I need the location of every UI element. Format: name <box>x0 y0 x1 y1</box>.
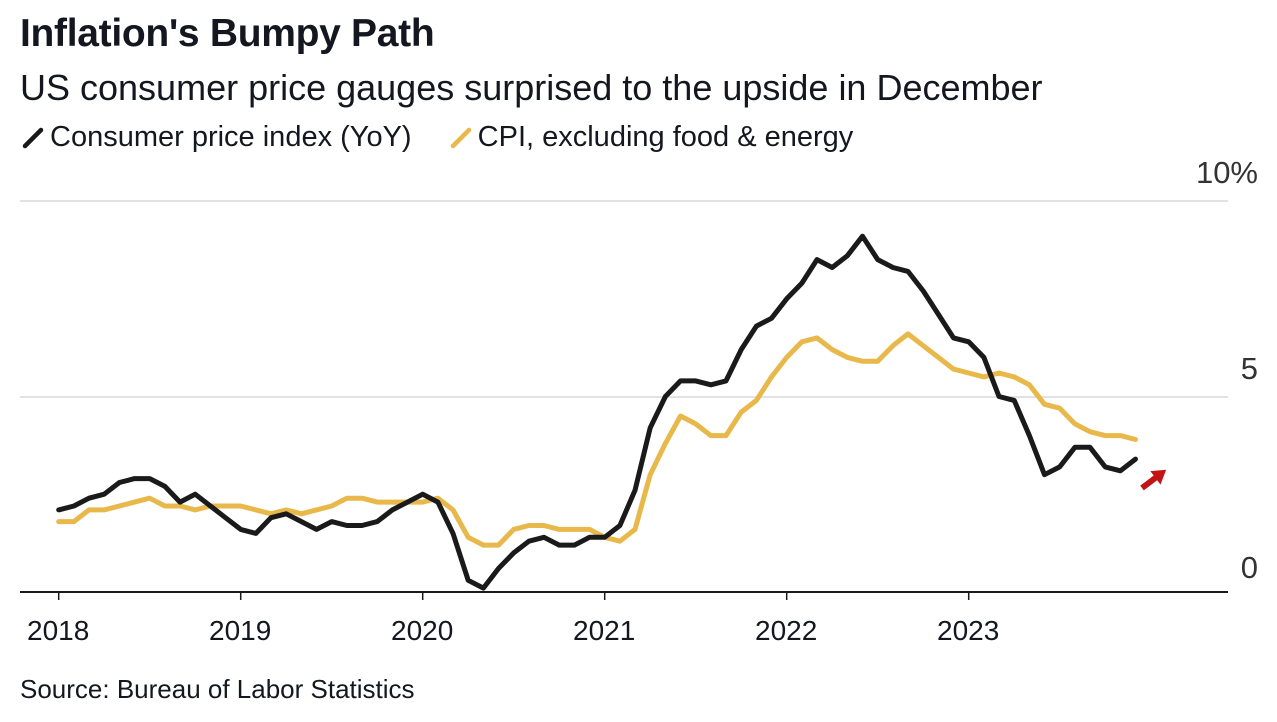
svg-text:2018: 2018 <box>27 615 89 646</box>
svg-text:2023: 2023 <box>937 615 999 646</box>
svg-text:2021: 2021 <box>573 615 635 646</box>
svg-text:2022: 2022 <box>755 615 817 646</box>
svg-text:2019: 2019 <box>209 615 271 646</box>
svg-text:10%: 10% <box>1196 155 1258 190</box>
svg-text:2020: 2020 <box>391 615 453 646</box>
svg-text:5: 5 <box>1241 351 1258 386</box>
svg-text:0: 0 <box>1241 550 1258 585</box>
